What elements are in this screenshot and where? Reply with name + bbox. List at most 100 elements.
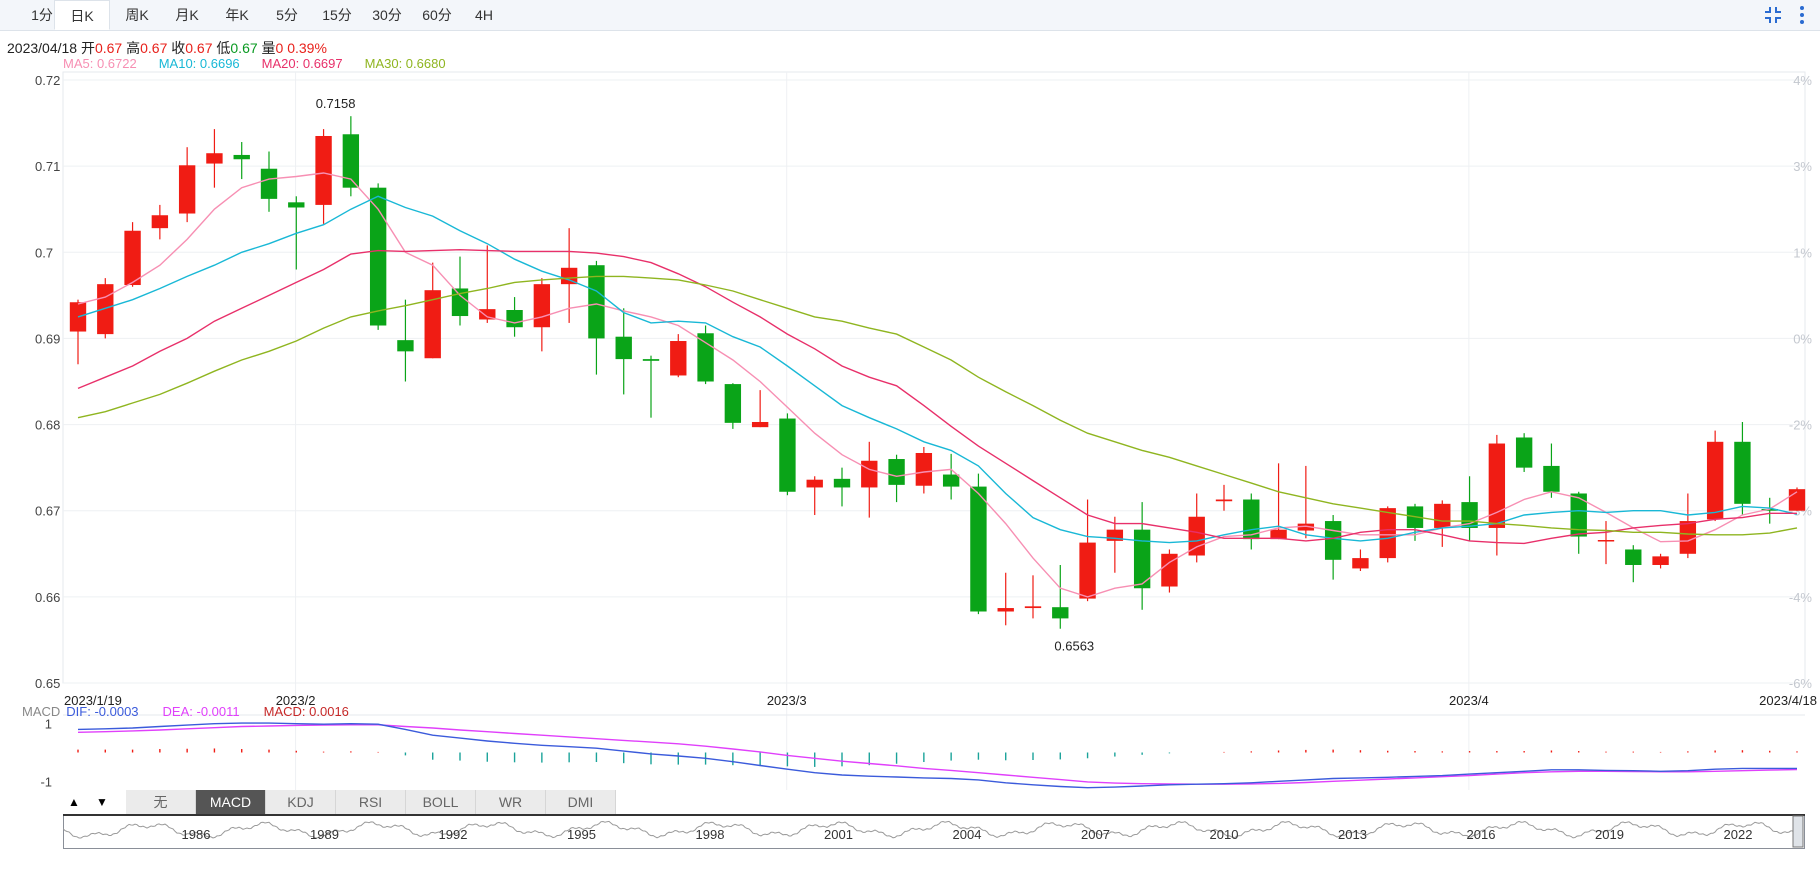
info-change: 0.39%	[287, 40, 327, 56]
candle-body	[942, 474, 960, 487]
tab-period[interactable]: 月K	[175, 7, 199, 23]
y-tick-label: 0.72	[35, 73, 60, 88]
range-navigator[interactable]: 1986 1989 1992 1995 1998 2001 2004 2007 2010 2013…	[63, 814, 1805, 849]
arrow-down-icon[interactable]: ▼	[96, 795, 108, 809]
candle-body	[697, 333, 714, 382]
tab-period[interactable]: 1分	[31, 7, 53, 23]
x-axis-label: 2023/4	[1449, 693, 1489, 708]
candle-body	[451, 288, 469, 317]
navigator-year-label: 2007	[1081, 827, 1110, 842]
ma-line-ma10	[77, 195, 1798, 544]
candle-body	[1570, 493, 1587, 537]
info-open-label: 开	[80, 40, 95, 56]
candle-body	[779, 418, 796, 492]
navigator-year-label: 2022	[1724, 827, 1753, 842]
info-high: 0.67	[140, 40, 168, 56]
indicator-tab[interactable]: BOLL	[406, 790, 476, 814]
candle-body	[1515, 437, 1533, 468]
toolbar-icon-group	[1765, 6, 1804, 24]
candle-body	[151, 215, 169, 229]
ma-legend-item: MA20: 0.6697	[261, 56, 343, 71]
candle-body	[97, 284, 114, 335]
y-tick-label: 0.7	[35, 245, 53, 260]
candle-body	[1679, 521, 1697, 554]
navigator-year-label: 2019	[1595, 827, 1624, 842]
candle-body	[724, 384, 742, 423]
candle-body	[642, 359, 660, 361]
candle-body	[1243, 499, 1260, 540]
tab-period[interactable]: 15分	[322, 7, 352, 23]
tab-period[interactable]: 60分	[422, 7, 452, 23]
candle-body	[560, 267, 578, 285]
candle-body	[888, 459, 905, 485]
candle-body	[397, 340, 414, 352]
ohlc-info: 2023/04/18 开0.67 高0.67 收0.67 低0.67 量0 0.…	[7, 38, 327, 58]
macd-dif-line	[77, 722, 1797, 789]
navigator-year-label: 2010	[1210, 827, 1239, 842]
tab-period[interactable]: 日K	[54, 0, 110, 30]
y-tick-label: 0.65	[35, 676, 60, 691]
y-tick-label: 0.68	[35, 418, 60, 433]
tab-period[interactable]: 30分	[372, 7, 402, 23]
compress-icon[interactable]	[1765, 7, 1781, 23]
info-date: 2023/04/18	[7, 40, 78, 56]
y-tick-label: 0.71	[35, 159, 60, 174]
macd-legend: MACD DIF: -0.0003 DEA: -0.0011 MACD: 0.0016	[22, 704, 373, 719]
right-tick-label: 1%	[1793, 245, 1812, 260]
right-tick-label: -4%	[1789, 590, 1813, 605]
candle-body	[288, 202, 305, 208]
tab-period[interactable]: 周K	[125, 7, 149, 23]
candle-body	[260, 168, 278, 199]
candle-body	[1161, 553, 1178, 587]
navigator-year-label: 1989	[310, 827, 339, 842]
price-annotation: 0.7158	[316, 96, 356, 111]
candle-body	[833, 478, 851, 488]
macd-legend-name: MACD	[22, 704, 61, 719]
x-axis-label: 2023/3	[767, 693, 807, 708]
candle-body	[206, 153, 223, 164]
ma-legend-item: MA5: 0.6722	[63, 56, 137, 71]
navigator-year-label: 1992	[439, 827, 468, 842]
candle-body	[1188, 516, 1205, 556]
indicator-tab[interactable]: RSI	[336, 790, 406, 814]
navigator-year-label: 1995	[567, 827, 596, 842]
candle-body	[1734, 441, 1751, 504]
navigator-year-label: 1998	[696, 827, 725, 842]
candle-body	[1133, 529, 1151, 589]
ma-legend-item: MA30: 0.6680	[364, 56, 446, 71]
right-tick-label: 4%	[1793, 73, 1812, 88]
tab-period[interactable]: 4H	[475, 7, 493, 23]
more-vertical-icon[interactable]	[1800, 6, 1804, 24]
indicator-tab[interactable]: KDJ	[266, 790, 336, 814]
macd-legend-item: DIF: -0.0003	[66, 704, 139, 719]
arrow-up-icon[interactable]: ▲	[68, 795, 80, 809]
candle-body	[588, 265, 605, 339]
candle-body	[861, 460, 878, 488]
candle-body	[997, 608, 1014, 612]
right-tick-label: -2%	[1789, 418, 1813, 433]
candle-body	[1106, 529, 1124, 541]
ma-line-ma20	[77, 248, 1797, 545]
tab-period[interactable]: 5分	[276, 7, 298, 23]
y-tick-label: 0.69	[35, 331, 60, 346]
candle-body	[1052, 607, 1069, 619]
candle-body	[1434, 503, 1451, 528]
indicator-tab[interactable]: MACD	[196, 790, 266, 814]
ma-legend-item: MA10: 0.6696	[158, 56, 240, 71]
indicator-tab[interactable]: WR	[476, 790, 546, 814]
candle-body	[1406, 506, 1424, 528]
ma-line-ma30	[77, 275, 1798, 536]
indicator-tab[interactable]: DMI	[546, 790, 616, 814]
y-tick-label: 0.66	[35, 590, 60, 605]
navigator-handle[interactable]	[1792, 815, 1804, 848]
candle-body	[1079, 542, 1096, 599]
candle-body	[1543, 465, 1560, 492]
indicator-tab[interactable]: 无	[126, 790, 196, 814]
candle-body	[1352, 558, 1369, 569]
navigator-year-label: 1986	[182, 827, 211, 842]
right-tick-label: -6%	[1789, 676, 1813, 691]
tab-period[interactable]: 年K	[225, 7, 249, 23]
info-close-label: 收	[171, 40, 186, 56]
candle-body	[1215, 499, 1233, 502]
